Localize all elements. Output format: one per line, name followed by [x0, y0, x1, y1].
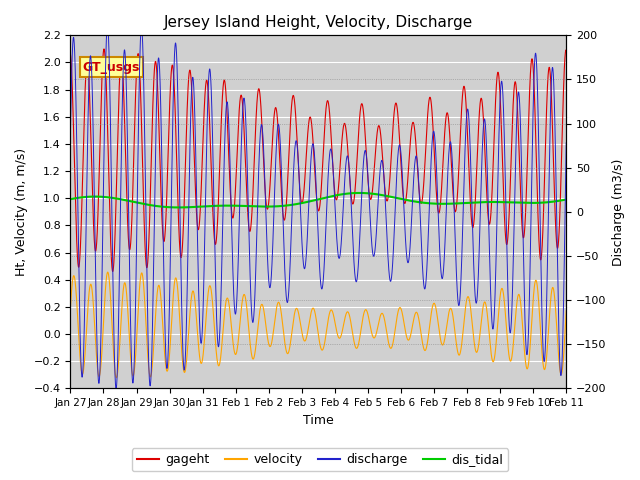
X-axis label: Time: Time	[303, 414, 333, 427]
Y-axis label: Ht, Velocity (m, m/s): Ht, Velocity (m, m/s)	[15, 148, 28, 276]
Title: Jersey Island Height, Velocity, Discharge: Jersey Island Height, Velocity, Discharg…	[164, 15, 473, 30]
Y-axis label: Discharge (m3/s): Discharge (m3/s)	[612, 158, 625, 265]
Text: GT_usgs: GT_usgs	[83, 60, 140, 73]
Legend: gageht, velocity, discharge, dis_tidal: gageht, velocity, discharge, dis_tidal	[132, 448, 508, 471]
